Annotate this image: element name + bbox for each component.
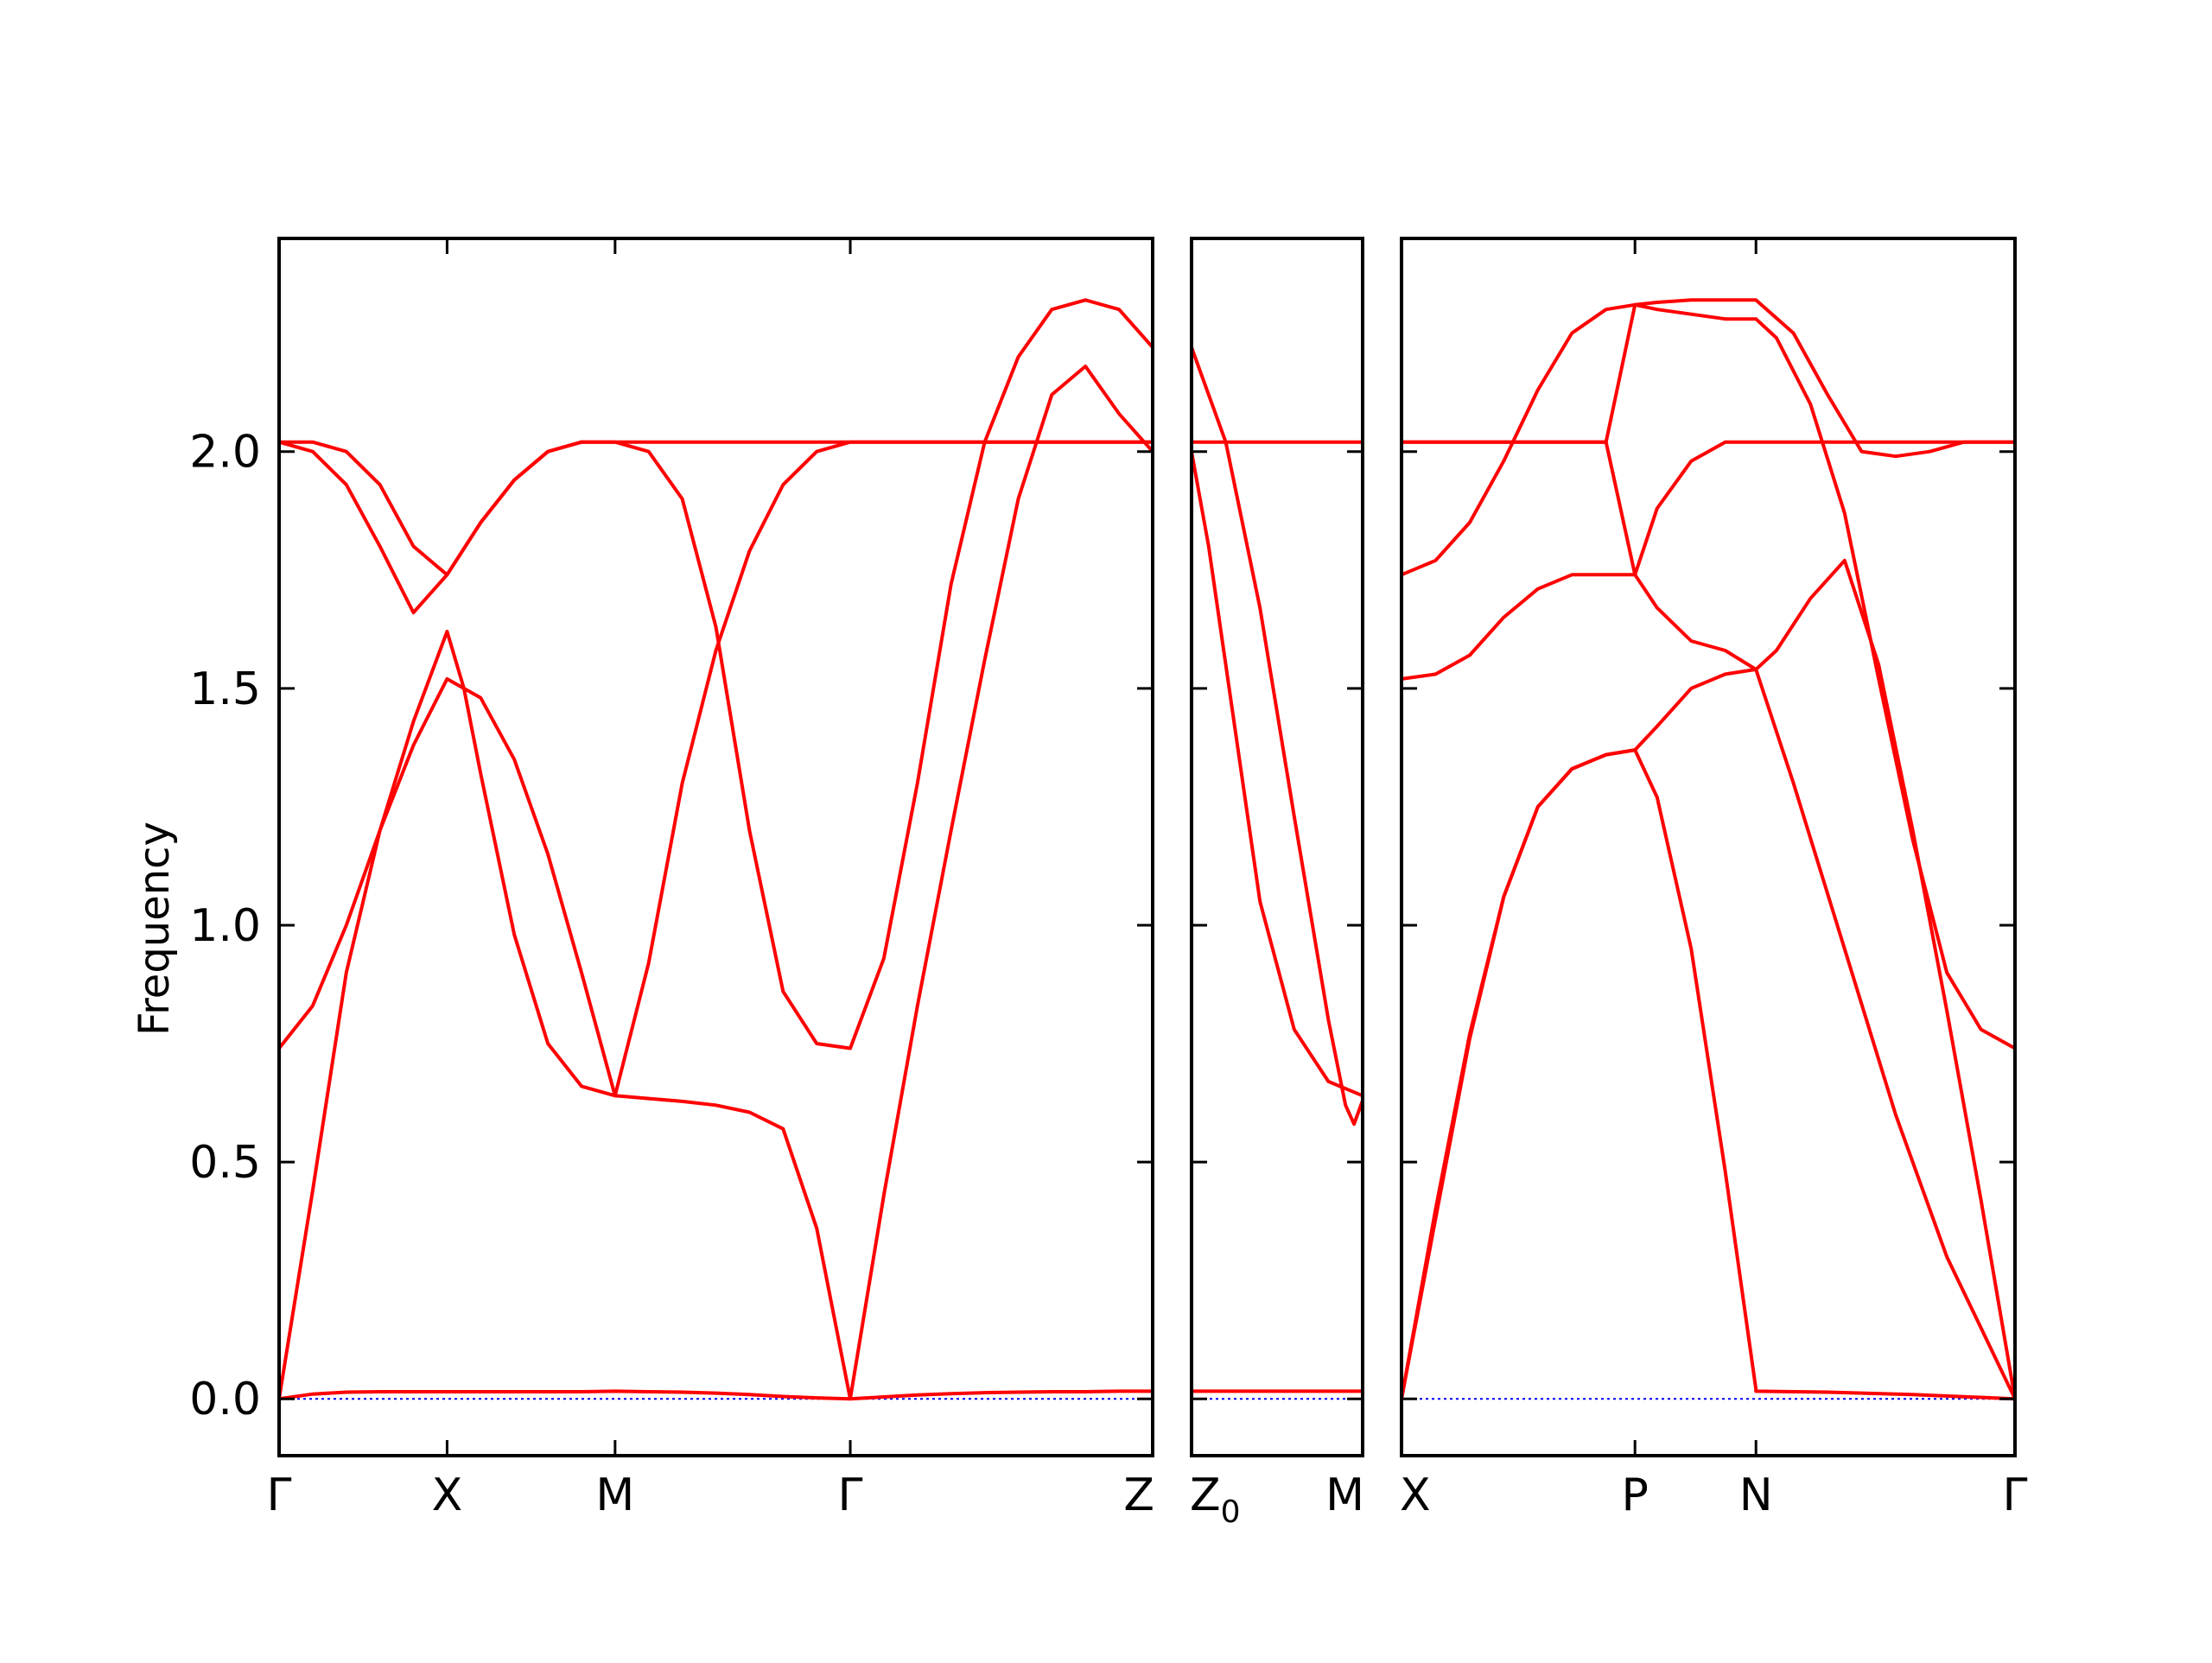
x-tick-label: Γ	[838, 1469, 863, 1521]
x-tick-label: P	[1622, 1469, 1649, 1521]
x-tick-label: Z	[1123, 1469, 1154, 1521]
x-tick-label: X	[432, 1469, 463, 1521]
band-line-panel1-1	[277, 1389, 1154, 1401]
x-tick-label: M	[595, 1469, 634, 1521]
band-line-panel3-4	[1400, 558, 2017, 1401]
band-line-panel3-5	[1400, 440, 2017, 577]
y-tick-label: 0.0	[189, 1374, 261, 1425]
y-tick-label: 1.5	[189, 663, 261, 715]
y-tick-label: 0.5	[189, 1137, 261, 1189]
panel-frame	[277, 237, 1154, 1457]
x-tick-label: Z0	[1190, 1469, 1241, 1530]
y-tick-label: 2.0	[189, 427, 261, 479]
band-line-panel2-2	[1190, 346, 1364, 1127]
panel-frame	[1190, 237, 1364, 1457]
x-tick-label: Γ	[267, 1469, 292, 1521]
band-line-panel3-1	[1400, 748, 2017, 1401]
band-line-panel3-2	[1400, 573, 2017, 1401]
band-line-panel3-6	[1400, 298, 2017, 459]
band-line-panel1-4	[277, 440, 1154, 615]
panel-frame	[1400, 237, 2017, 1457]
y-tick-label: 1.0	[189, 900, 261, 952]
band-line-panel1-5	[277, 298, 1154, 1050]
x-tick-label: N	[1739, 1469, 1773, 1521]
y-axis-label: Frequency	[130, 822, 179, 1036]
band-line-panel3-3	[1400, 302, 2017, 1050]
band-line-panel2-3	[1190, 449, 1364, 1098]
x-tick-label: Γ	[2003, 1469, 2028, 1521]
band-line-panel1-2	[277, 365, 1154, 1401]
x-tick-label-subscript: 0	[1221, 1495, 1241, 1530]
x-tick-label: M	[1325, 1469, 1364, 1521]
x-tick-label: X	[1400, 1469, 1431, 1521]
